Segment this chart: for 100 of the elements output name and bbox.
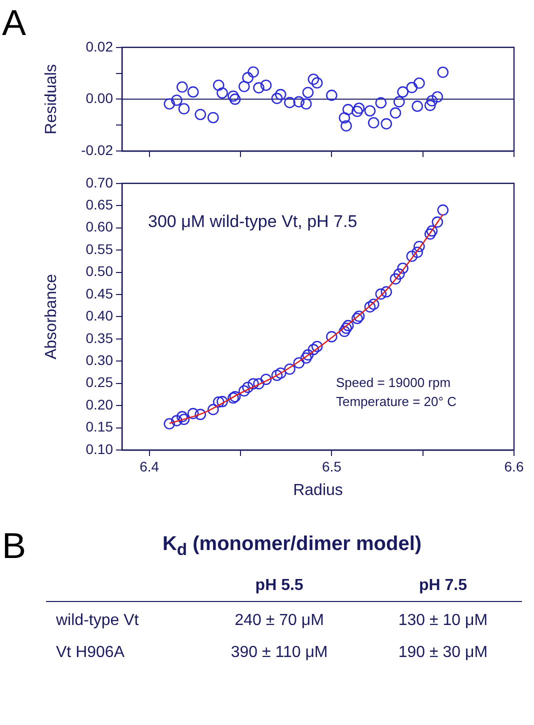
point <box>253 378 264 390</box>
point <box>178 103 190 114</box>
point <box>414 77 425 89</box>
point <box>426 225 438 237</box>
y-tick-label: 0.35 <box>86 330 114 346</box>
point <box>375 288 387 300</box>
point <box>432 91 444 103</box>
point <box>248 378 259 390</box>
point <box>274 367 286 379</box>
y-tick-label: 0.00 <box>86 90 114 106</box>
point <box>178 414 190 425</box>
y-tick-label: 0.55 <box>86 240 114 257</box>
point <box>171 415 182 426</box>
point <box>229 94 241 105</box>
point <box>437 66 449 78</box>
point <box>164 98 176 110</box>
point <box>228 90 239 102</box>
y-tick-label: 0.02 <box>86 38 114 54</box>
point <box>171 94 182 106</box>
point <box>308 74 320 85</box>
point <box>352 106 363 118</box>
point <box>284 363 296 375</box>
text: K$_{d}$ (monomer/dimer model) <box>162 533 422 559</box>
point <box>426 95 438 106</box>
point <box>253 82 264 94</box>
x-tick-label: 6.5 <box>322 458 342 474</box>
y-tick-label: 0.50 <box>86 263 114 280</box>
point <box>412 100 424 112</box>
text: 240 ± 70 μM <box>234 612 324 629</box>
x-tick-label: 6.4 <box>140 458 160 474</box>
point <box>260 80 272 91</box>
y-axis-title: Absorbance <box>43 274 60 360</box>
point <box>260 374 272 385</box>
point <box>300 98 312 110</box>
point <box>406 250 418 262</box>
point <box>368 298 380 310</box>
point <box>326 90 338 101</box>
point <box>352 312 363 324</box>
point <box>432 216 444 228</box>
point <box>284 96 296 108</box>
point <box>380 286 392 298</box>
y-tick-label: 0.30 <box>86 352 114 368</box>
point <box>390 273 402 285</box>
y-tick-label: 0.45 <box>86 285 114 302</box>
point <box>216 396 228 408</box>
category-label: wild-type Vt <box>56 612 139 629</box>
y-tick-label: 0.60 <box>86 218 114 235</box>
point <box>412 246 424 258</box>
point <box>212 396 224 408</box>
y-tick-label: 0.65 <box>86 196 114 212</box>
y-tick-label: 0.40 <box>86 308 114 324</box>
point <box>271 92 283 104</box>
text: 190 ± 30 μM <box>398 644 488 661</box>
point <box>248 66 259 78</box>
point <box>353 310 365 322</box>
y-tick-label: 0.20 <box>86 396 114 412</box>
text: A <box>2 2 26 44</box>
point <box>242 382 254 393</box>
y-tick-label: -0.02 <box>81 142 114 158</box>
category-label: pH 7.5 <box>364 571 522 602</box>
point <box>353 102 365 114</box>
point <box>308 344 320 356</box>
category-label: Vt H906A <box>56 644 124 661</box>
point <box>311 77 323 89</box>
point <box>342 104 354 116</box>
point <box>293 357 305 369</box>
point <box>302 349 314 361</box>
y-axis-title: Residuals <box>43 64 60 134</box>
point <box>187 408 199 420</box>
text: 130 ± 10 μM <box>398 612 488 629</box>
point <box>340 120 352 132</box>
point <box>311 340 323 352</box>
y-tick-label: 0.25 <box>86 374 114 390</box>
point <box>238 385 250 397</box>
point <box>338 326 350 338</box>
point <box>208 112 219 124</box>
point <box>164 418 176 430</box>
point <box>326 331 338 342</box>
point <box>406 82 418 94</box>
point <box>338 112 350 124</box>
point <box>274 88 286 100</box>
point <box>216 87 228 99</box>
point <box>342 320 354 332</box>
point <box>194 108 206 120</box>
point <box>242 72 254 84</box>
category-label: pH 5.5 <box>194 571 364 602</box>
point <box>424 228 436 240</box>
text: 390 ± 110 μM <box>230 644 328 661</box>
annotation: 300 μM wild-type Vt, pH 7.5 <box>148 212 358 232</box>
point <box>187 86 199 98</box>
annotation: Speed = 19000 rpm <box>336 375 451 390</box>
x-axis-title: Radius <box>293 482 343 499</box>
point <box>208 404 219 416</box>
x-tick-label: 6.6 <box>504 458 524 474</box>
point <box>368 117 380 128</box>
y-tick-label: 0.10 <box>86 440 114 457</box>
point <box>176 81 188 93</box>
y-tick-label: 0.70 <box>86 174 114 190</box>
point <box>414 240 425 252</box>
point <box>300 352 312 364</box>
